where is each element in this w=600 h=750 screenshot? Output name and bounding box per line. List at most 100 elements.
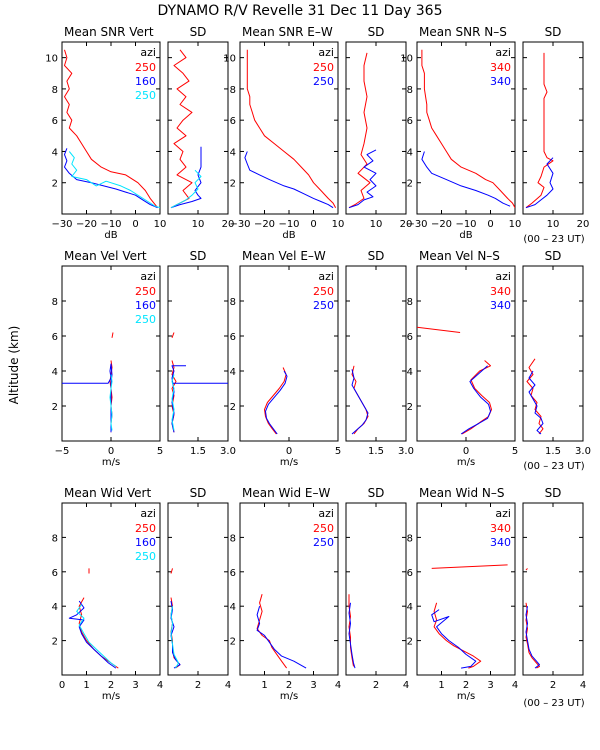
- legend-header: azi: [318, 270, 334, 283]
- plot-frame: [522, 502, 584, 676]
- series-group: [348, 594, 356, 669]
- panel-title: SD: [545, 25, 562, 39]
- panel-title: SD: [368, 249, 385, 263]
- x-tick-label: 2: [550, 680, 556, 691]
- x-tick-label: −10: [455, 219, 476, 230]
- legend-header: azi: [140, 46, 156, 59]
- series-line-blue-160: [171, 365, 186, 433]
- series-line-red-250: [256, 594, 288, 669]
- x-tick-label: −20: [76, 219, 97, 230]
- series-line-blue-340: [528, 370, 544, 435]
- series-line-blue-160: [68, 600, 117, 669]
- x-tick-label: 5: [335, 446, 341, 457]
- panel-snr-ns: Mean SNR N–S −30 −20 −10 0 10 dB 2 4 6 8 10 azi 34034…: [400, 25, 521, 241]
- x-tick-label: 3: [487, 680, 493, 691]
- panel-title: Mean Vel E–W: [242, 249, 326, 263]
- x-tick-label: −30: [229, 219, 250, 230]
- x-tick-label: 20: [222, 219, 235, 230]
- series-line-blue-160: [170, 146, 202, 209]
- panel-snr-ew-sd: SD 10 20: [345, 25, 412, 230]
- series-line-red-340: [526, 358, 544, 435]
- x-tick-label: 20: [577, 219, 590, 230]
- legend-header: azi: [495, 270, 511, 283]
- x-tick-label: 1: [438, 680, 444, 691]
- x-tick-label: 0: [463, 446, 469, 457]
- figure-title: DYNAMO R/V Revelle 31 Dec 11 Day 365: [158, 3, 443, 19]
- legend-header: azi: [495, 46, 511, 59]
- y-tick-label: 6: [230, 116, 236, 127]
- panel-wid-ns-sd: SD 2 4: [522, 486, 586, 691]
- series-line-cyan-250: [68, 151, 160, 209]
- x-tick-label: 5: [157, 446, 163, 457]
- x-tick-label: 3: [132, 680, 138, 691]
- series-line-red-250: [170, 49, 193, 209]
- panel-vel-ns-sd: SD 1.5 3.0: [522, 249, 591, 457]
- series-line-blue-160: [64, 148, 158, 209]
- series-line-red-340: [417, 326, 461, 333]
- series-line-blue-250: [244, 151, 334, 209]
- series-line-blue-340: [525, 606, 540, 669]
- legend-header: azi: [318, 507, 334, 520]
- series-line-cyan-250: [170, 169, 202, 209]
- plot-frame: [522, 265, 584, 442]
- plot-frame: [345, 41, 407, 215]
- y-tick-label: 4: [407, 602, 413, 613]
- series-group: [68, 568, 119, 669]
- series-group: [525, 568, 540, 669]
- y-tick-label: 4: [230, 602, 236, 613]
- series-line-blue-250: [348, 602, 356, 669]
- x-tick-label: 10: [332, 219, 345, 230]
- y-tick-label: 4: [52, 367, 58, 378]
- series-line-red-250: [171, 332, 175, 338]
- y-tick-label: 4: [230, 367, 236, 378]
- y-tick-label: 8: [407, 533, 413, 544]
- series-line-red-250: [111, 332, 114, 338]
- legend-entry-red: 340: [490, 522, 511, 535]
- x-tick-label: −20: [431, 219, 452, 230]
- series-line-blue-250: [265, 370, 288, 435]
- series-group: [417, 326, 492, 435]
- x-tick-label: 0: [108, 446, 114, 457]
- series-group: [525, 52, 554, 209]
- series-group: [170, 568, 181, 669]
- series-line-cyan-250: [170, 606, 179, 669]
- y-tick-label: 8: [52, 85, 58, 96]
- series-line-blue-250: [256, 606, 307, 669]
- series-group: [64, 49, 160, 209]
- plot-frame: [345, 265, 407, 442]
- x-tick-label: 2: [108, 680, 114, 691]
- x-tick-label: −30: [406, 219, 427, 230]
- y-tick-label: 6: [407, 568, 413, 579]
- series-line-red-250: [264, 367, 287, 435]
- series-line-cyan-250: [76, 604, 117, 667]
- x-tick-label: 4: [580, 680, 586, 691]
- legend-entry-blue: 160: [135, 536, 156, 549]
- x-tick-label: 4: [157, 680, 163, 691]
- series-group: [264, 367, 288, 435]
- y-tick-label: 2: [230, 637, 236, 648]
- panel-title: Mean Wid E–W: [242, 486, 330, 500]
- panel-title: Mean Wid N–S: [419, 486, 504, 500]
- x-tick-label: 4: [512, 680, 518, 691]
- x-tick-label: 0: [286, 446, 292, 457]
- y-tick-label: 6: [52, 332, 58, 343]
- series-group: [171, 332, 228, 433]
- y-tick-label: 6: [230, 568, 236, 579]
- legend-entry-cyan: 250: [135, 89, 156, 102]
- series-group: [431, 564, 508, 669]
- legend-entry-cyan: 250: [135, 313, 156, 326]
- y-tick-label: 2: [52, 637, 58, 648]
- y-tick-label: 2: [230, 179, 236, 190]
- y-tick-label: 8: [407, 297, 413, 308]
- legend-header: azi: [140, 507, 156, 520]
- series-group: [244, 49, 337, 209]
- x-tick-label: 2: [286, 680, 292, 691]
- y-tick-label: 8: [52, 297, 58, 308]
- series-line-red-250: [78, 597, 119, 669]
- x-tick-label: −10: [278, 219, 299, 230]
- x-tick-label: −5: [55, 446, 70, 457]
